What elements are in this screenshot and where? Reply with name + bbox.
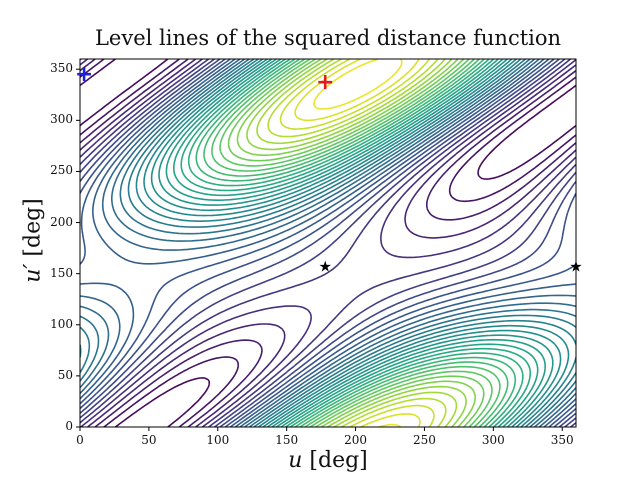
contour-level (203, 59, 509, 427)
x-tick-label: 300 (481, 433, 505, 447)
y-tick-label: 250 (50, 163, 73, 178)
y-tick-label: 100 (50, 316, 73, 331)
y-tick-label: 300 (50, 112, 73, 127)
contour-level (80, 59, 576, 427)
y-tick-label: 150 (50, 265, 73, 280)
x-tick-label: 150 (275, 433, 299, 447)
maximum-plus-icon: + (316, 70, 334, 95)
contour-level (227, 59, 485, 427)
y-tick-label: 0 (65, 419, 73, 433)
x-label-unit: [deg] (309, 448, 368, 473)
contour-level (80, 59, 576, 427)
x-axis-label: u [deg] (80, 448, 576, 473)
contour-level (256, 59, 458, 427)
y-label-unit: [deg] (20, 198, 46, 257)
saddle-2-star-icon: ★ (569, 258, 582, 276)
start-point-plus-icon: + (75, 62, 93, 87)
contour-level (80, 59, 576, 427)
contour-level (195, 59, 517, 427)
contour-level (279, 59, 435, 427)
contour-level (158, 59, 554, 427)
contour-level (165, 59, 546, 427)
contour-level (267, 59, 447, 427)
contour-level (80, 59, 576, 427)
contour-lines (80, 59, 576, 427)
y-tick-label: 350 (50, 61, 73, 76)
contour-level (80, 59, 576, 427)
contour-level (80, 59, 576, 427)
y-label-var: u′ (20, 263, 46, 283)
contour-level (80, 59, 576, 427)
x-tick-label: 50 (141, 433, 157, 447)
y-tick-label: 200 (50, 214, 73, 229)
x-tick-label: 200 (344, 433, 367, 447)
contour-level (80, 59, 576, 427)
x-tick-label: 0 (76, 433, 84, 447)
markers: + + ★ ★ (75, 62, 583, 276)
y-tick-label: 50 (57, 367, 73, 382)
x-tick-label: 250 (412, 433, 436, 447)
axis-ticks (76, 68, 563, 431)
x-label-var: u (288, 448, 303, 473)
axes-frame (79, 58, 577, 428)
y-axis-label: u′ [deg] (21, 186, 46, 296)
contour-level (236, 59, 476, 427)
x-tick-label: 100 (206, 433, 230, 447)
contour-level (80, 59, 576, 427)
contour-level (143, 59, 570, 427)
contour-level (150, 59, 562, 427)
saddle-1-star-icon: ★ (319, 258, 332, 276)
contour-level (211, 59, 501, 427)
contour-level (80, 59, 576, 427)
chart-title: Level lines of the squared distance func… (94, 26, 562, 50)
x-tick-label: 350 (550, 433, 574, 447)
